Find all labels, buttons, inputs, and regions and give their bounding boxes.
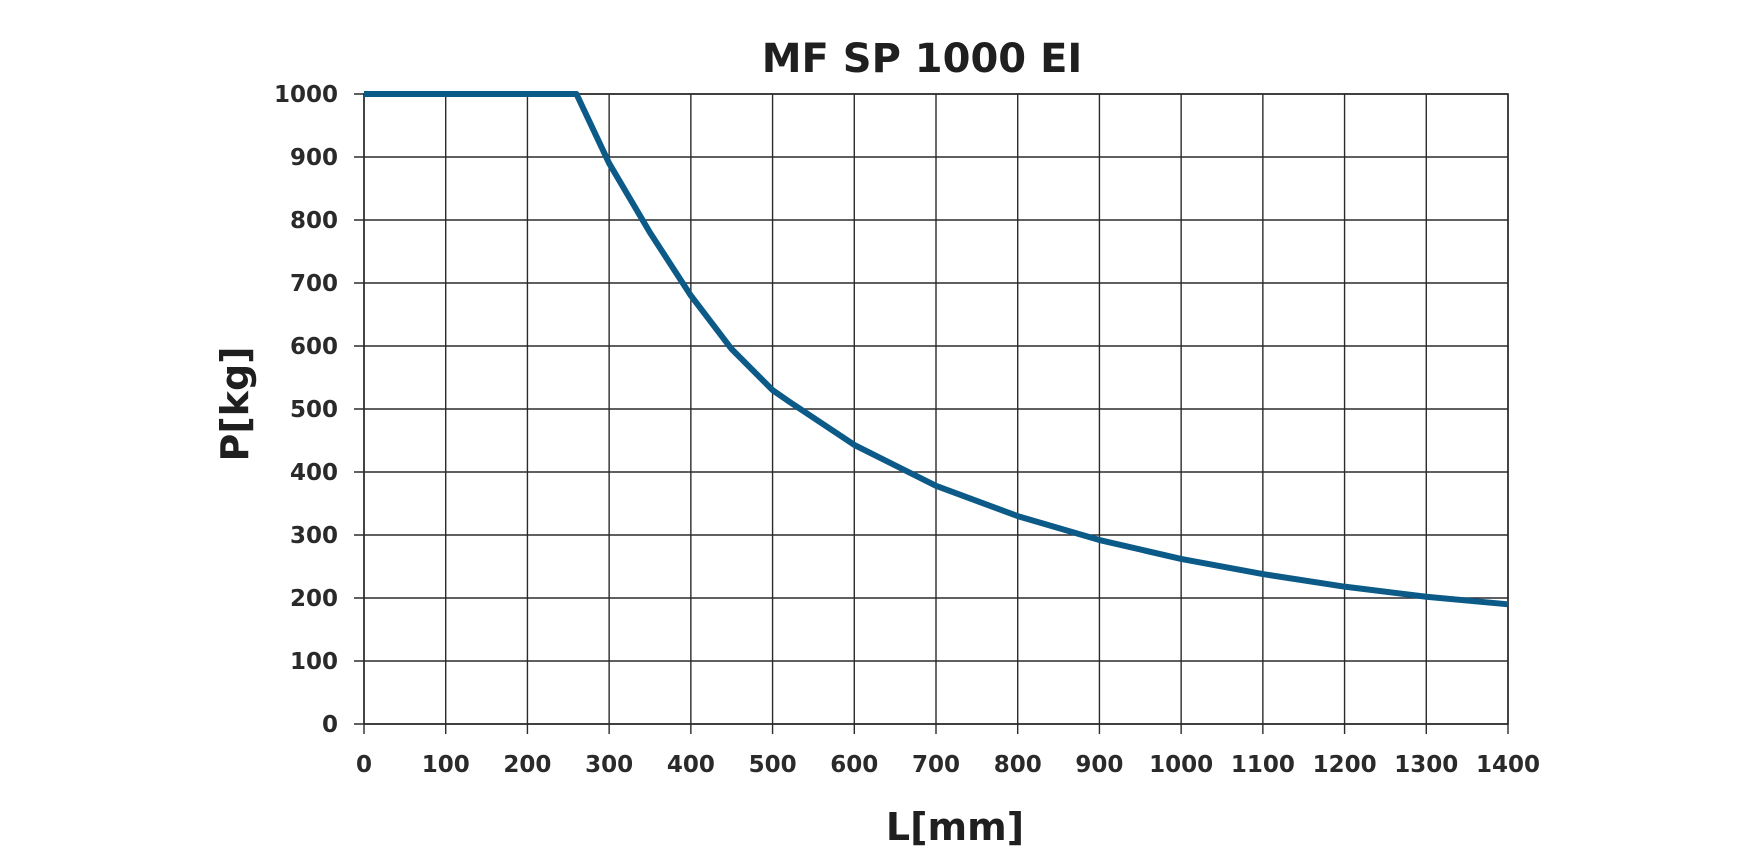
plot-area: [363, 93, 1509, 725]
x-tick-label: 700: [912, 752, 960, 778]
y-tick-label: 400: [290, 460, 338, 486]
y-axis-label: P[kg]: [213, 346, 257, 461]
series-layer: [364, 91, 1509, 608]
grid: [354, 93, 1509, 734]
x-tick-label: 0: [356, 752, 372, 778]
x-axis-label: L[mm]: [886, 805, 1024, 849]
x-tick-label: 1400: [1476, 752, 1540, 778]
x-tick-label: 600: [830, 752, 878, 778]
y-tick-label: 0: [322, 712, 338, 738]
y-axis: 0 100 200 300 400 500 600 700 800 900 1000: [274, 82, 338, 738]
y-tick-label: 1000: [274, 82, 338, 108]
y-tick-label: 700: [290, 271, 338, 297]
x-axis: 0 100 200 300 400 500 600 700 800 900 1000 1100 1200…: [356, 752, 1540, 778]
y-tick-label: 200: [290, 586, 338, 612]
x-tick-label: 900: [1075, 752, 1123, 778]
x-tick-label: 100: [422, 752, 470, 778]
x-tick-label: 1200: [1313, 752, 1377, 778]
y-tick-label: 800: [290, 208, 338, 234]
y-tick-label: 900: [290, 145, 338, 171]
y-tick-label: 300: [290, 523, 338, 549]
series-line: [364, 91, 1509, 608]
y-tick-label: 500: [290, 397, 338, 423]
x-tick-label: 500: [749, 752, 797, 778]
x-tick-label: 1300: [1394, 752, 1458, 778]
x-tick-label: 800: [994, 752, 1042, 778]
x-tick-label: 300: [585, 752, 633, 778]
x-tick-label: 400: [667, 752, 715, 778]
x-tick-label: 1100: [1231, 752, 1295, 778]
y-tick-label: 600: [290, 334, 338, 360]
x-tick-label: 1000: [1149, 752, 1213, 778]
x-tick-label: 200: [503, 752, 551, 778]
y-tick-label: 100: [290, 649, 338, 675]
chart-title: MF SP 1000 EI: [762, 36, 1083, 82]
